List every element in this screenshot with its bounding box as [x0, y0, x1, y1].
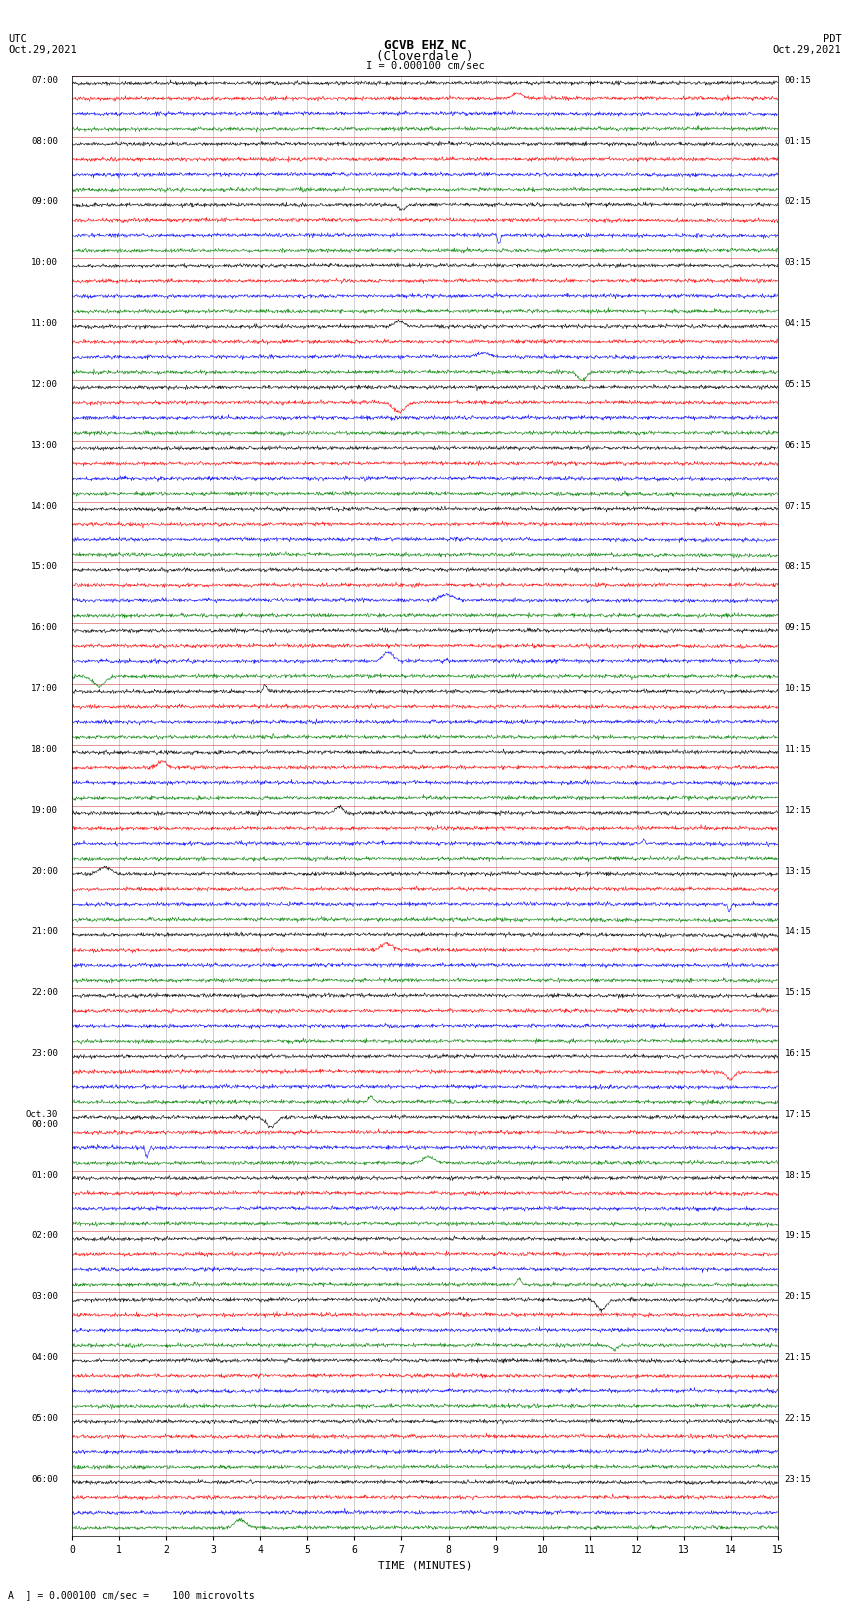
Text: 17:00: 17:00 [31, 684, 58, 694]
Text: 23:00: 23:00 [31, 1048, 58, 1058]
Text: 16:00: 16:00 [31, 623, 58, 632]
Text: 09:15: 09:15 [785, 623, 812, 632]
Text: 19:00: 19:00 [31, 806, 58, 815]
Text: 09:00: 09:00 [31, 197, 58, 206]
Text: 04:15: 04:15 [785, 319, 812, 327]
Text: 22:00: 22:00 [31, 989, 58, 997]
Text: 11:00: 11:00 [31, 319, 58, 327]
Text: 14:00: 14:00 [31, 502, 58, 511]
Text: 03:15: 03:15 [785, 258, 812, 268]
Text: 19:15: 19:15 [785, 1231, 812, 1240]
Text: 12:00: 12:00 [31, 381, 58, 389]
Text: 18:00: 18:00 [31, 745, 58, 753]
Text: 16:15: 16:15 [785, 1048, 812, 1058]
Text: 10:15: 10:15 [785, 684, 812, 694]
Text: 21:00: 21:00 [31, 927, 58, 936]
Text: 02:00: 02:00 [31, 1231, 58, 1240]
Text: 04:00: 04:00 [31, 1353, 58, 1361]
Text: GCVB EHZ NC: GCVB EHZ NC [383, 39, 467, 52]
Text: 20:15: 20:15 [785, 1292, 812, 1302]
Text: 12:15: 12:15 [785, 806, 812, 815]
Text: 13:15: 13:15 [785, 866, 812, 876]
Text: 08:15: 08:15 [785, 563, 812, 571]
Text: 06:00: 06:00 [31, 1474, 58, 1484]
Text: 03:00: 03:00 [31, 1292, 58, 1302]
Text: PDT
Oct.29,2021: PDT Oct.29,2021 [773, 34, 842, 55]
Text: 20:00: 20:00 [31, 866, 58, 876]
Text: 10:00: 10:00 [31, 258, 58, 268]
Text: 08:00: 08:00 [31, 137, 58, 145]
Text: Oct.30
00:00: Oct.30 00:00 [26, 1110, 58, 1129]
Text: 22:15: 22:15 [785, 1415, 812, 1423]
Text: 14:15: 14:15 [785, 927, 812, 936]
Text: 01:00: 01:00 [31, 1171, 58, 1179]
Text: 11:15: 11:15 [785, 745, 812, 753]
Text: 05:00: 05:00 [31, 1415, 58, 1423]
Text: 23:15: 23:15 [785, 1474, 812, 1484]
Text: (Cloverdale ): (Cloverdale ) [377, 50, 473, 63]
Text: A  ] = 0.000100 cm/sec =    100 microvolts: A ] = 0.000100 cm/sec = 100 microvolts [8, 1590, 255, 1600]
Text: 15:15: 15:15 [785, 989, 812, 997]
Text: 13:00: 13:00 [31, 440, 58, 450]
Text: I = 0.000100 cm/sec: I = 0.000100 cm/sec [366, 61, 484, 71]
Text: 06:15: 06:15 [785, 440, 812, 450]
Text: 17:15: 17:15 [785, 1110, 812, 1119]
Text: 07:15: 07:15 [785, 502, 812, 511]
Text: 07:00: 07:00 [31, 76, 58, 85]
Text: 02:15: 02:15 [785, 197, 812, 206]
Text: 01:15: 01:15 [785, 137, 812, 145]
Text: 15:00: 15:00 [31, 563, 58, 571]
Text: 18:15: 18:15 [785, 1171, 812, 1179]
Text: 21:15: 21:15 [785, 1353, 812, 1361]
Text: UTC
Oct.29,2021: UTC Oct.29,2021 [8, 34, 77, 55]
Text: 05:15: 05:15 [785, 381, 812, 389]
X-axis label: TIME (MINUTES): TIME (MINUTES) [377, 1560, 473, 1569]
Text: 00:15: 00:15 [785, 76, 812, 85]
